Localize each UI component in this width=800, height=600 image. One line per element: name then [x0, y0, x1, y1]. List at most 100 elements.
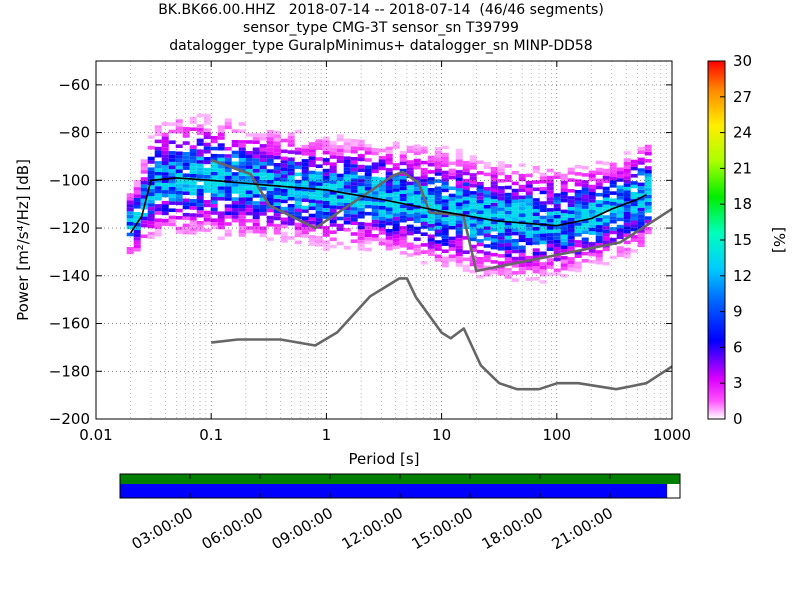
- psd-bin: [308, 220, 316, 225]
- psd-bin: [644, 198, 652, 202]
- psd-bin: [175, 226, 183, 231]
- psd-bin: [399, 172, 407, 176]
- psd-bin: [280, 160, 288, 164]
- psd-bin: [595, 257, 603, 261]
- psd-bin: [567, 203, 575, 207]
- psd-bin: [147, 188, 155, 193]
- psd-bin: [490, 238, 498, 243]
- psd-bin: [308, 242, 316, 246]
- psd-bin: [476, 214, 484, 218]
- psd-bin: [455, 152, 463, 156]
- psd-bin: [217, 129, 225, 133]
- psd-bin: [287, 139, 295, 144]
- psd-bin: [308, 228, 316, 232]
- psd-bin: [238, 201, 246, 205]
- psd-bin: [623, 215, 631, 220]
- psd-bin: [504, 242, 512, 247]
- psd-bin: [511, 238, 519, 243]
- psd-bin: [287, 179, 295, 183]
- psd-histogram: [126, 113, 652, 284]
- psd-bin: [315, 243, 323, 247]
- psd-bin: [574, 254, 582, 258]
- psd-bin: [336, 195, 344, 199]
- psd-bin: [490, 206, 498, 210]
- psd-bin: [252, 147, 260, 152]
- psd-bin: [280, 167, 288, 171]
- psd-bin: [399, 204, 407, 209]
- psd-bin: [441, 235, 449, 239]
- psd-bin: [140, 216, 148, 221]
- psd-bin: [504, 253, 512, 258]
- psd-bin: [147, 135, 155, 139]
- psd-bin: [616, 174, 624, 179]
- coverage-data-strip: [120, 484, 668, 498]
- psd-bin: [259, 201, 267, 205]
- psd-bin: [343, 160, 351, 164]
- psd-bin: [546, 240, 554, 244]
- psd-bin: [203, 121, 211, 125]
- psd-bin: [231, 190, 239, 194]
- psd-bin: [455, 245, 463, 249]
- psd-bin: [182, 230, 190, 235]
- coverage-tick-label: 03:00:00: [129, 504, 196, 553]
- psd-bin: [532, 248, 540, 252]
- psd-bin: [168, 201, 176, 205]
- psd-bin: [231, 161, 239, 166]
- psd-bin: [441, 159, 449, 164]
- psd-bin: [406, 160, 414, 164]
- psd-bin: [259, 226, 267, 230]
- psd-bin: [210, 168, 218, 172]
- psd-bin: [133, 219, 141, 223]
- psd-bin: [483, 212, 491, 216]
- psd-bin: [147, 221, 155, 225]
- psd-bin: [287, 207, 295, 212]
- psd-bin: [434, 247, 442, 251]
- psd-bin: [553, 236, 561, 240]
- psd-bin: [637, 222, 645, 226]
- psd-bin: [574, 207, 582, 212]
- psd-bin: [637, 211, 645, 215]
- psd-bin: [399, 229, 407, 234]
- psd-bin: [623, 158, 631, 162]
- psd-bin: [539, 237, 547, 241]
- psd-bin: [266, 176, 274, 181]
- psd-bin: [574, 222, 582, 226]
- psd-bin: [441, 163, 449, 168]
- psd-bin: [553, 257, 561, 262]
- psd-bin: [518, 188, 526, 192]
- psd-bin: [602, 222, 610, 227]
- psd-bin: [189, 199, 197, 203]
- psd-bin: [301, 173, 309, 178]
- psd-bin: [217, 189, 225, 194]
- psd-bin: [560, 234, 568, 239]
- psd-bin: [168, 179, 176, 184]
- psd-bin: [168, 165, 176, 170]
- psd-bin: [497, 171, 505, 176]
- psd-bin: [371, 187, 379, 192]
- psd-bin: [455, 180, 463, 185]
- psd-bin: [546, 211, 554, 216]
- psd-bin: [154, 207, 162, 212]
- psd-bin: [630, 181, 638, 185]
- psd-bin: [525, 238, 533, 242]
- psd-bin: [511, 206, 519, 211]
- psd-bin: [490, 252, 498, 257]
- psd-bin: [350, 157, 358, 161]
- psd-bin: [385, 239, 393, 244]
- psd-bin: [616, 231, 624, 236]
- psd-bin: [245, 133, 253, 137]
- psd-bin: [637, 182, 645, 187]
- psd-bin: [357, 236, 365, 240]
- psd-bin: [266, 237, 274, 241]
- psd-bin: [315, 175, 323, 179]
- psd-bin: [315, 171, 323, 176]
- psd-bin: [448, 168, 456, 173]
- psd-bin: [476, 249, 484, 254]
- psd-bin: [203, 214, 211, 218]
- psd-bin: [371, 151, 379, 156]
- psd-bin: [406, 188, 414, 193]
- psd-bin: [287, 193, 295, 197]
- psd-bin: [546, 168, 554, 173]
- psd-bin: [266, 194, 274, 198]
- psd-bin: [406, 231, 414, 236]
